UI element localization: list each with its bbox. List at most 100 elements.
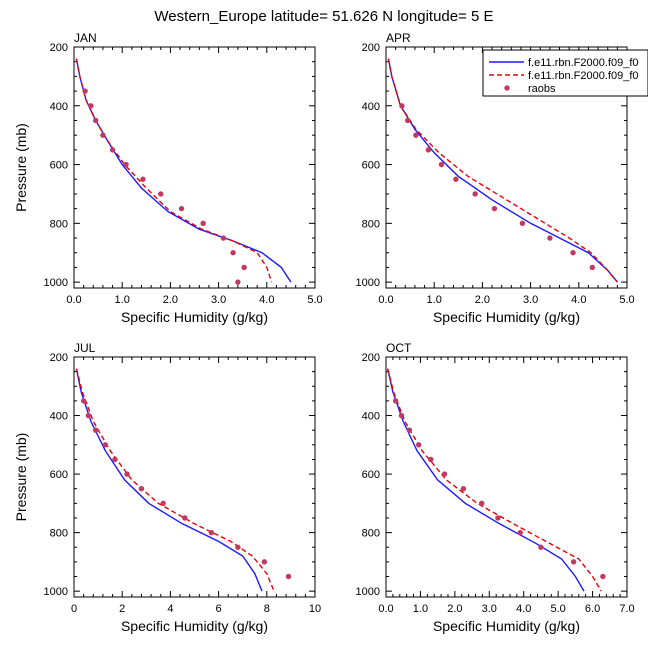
y-tick-label: 1000	[44, 277, 68, 289]
raobs-point	[472, 191, 478, 197]
raobs-point	[570, 250, 576, 256]
raobs-point	[589, 264, 595, 271]
raobs-point	[124, 471, 130, 477]
raobs-point	[235, 544, 241, 550]
y-tick-label: 400	[362, 101, 380, 113]
model-solid-line	[75, 58, 292, 283]
raobs-point	[425, 147, 432, 153]
panel-apr: APR 0.0 1.0 2.0 3.0 4.0 5.0 200 400 600 800 1000 Spe…	[356, 31, 635, 325]
y-tick-label: 400	[50, 411, 68, 423]
raobs-point	[182, 515, 188, 521]
x-tick-label: 5.0	[619, 294, 634, 306]
raobs-point	[399, 103, 405, 109]
raobs-point	[547, 235, 553, 241]
raobs-point	[479, 500, 485, 507]
raobs-point	[140, 176, 146, 182]
y-tick-label: 1000	[44, 586, 68, 598]
x-axis-label: Specific Humidity (g/kg)	[121, 618, 268, 634]
y-tick-label: 1000	[356, 586, 380, 598]
model-dashed-line	[387, 368, 602, 592]
x-tick-label: 10	[309, 603, 321, 615]
x-axis-label: Specific Humidity (g/kg)	[121, 309, 268, 325]
raobs-point	[241, 264, 247, 271]
raobs-point	[519, 220, 526, 227]
y-tick-label: 400	[50, 101, 68, 113]
raobs-point	[160, 500, 166, 507]
plot-frame	[385, 46, 628, 289]
raobs-point	[100, 132, 106, 138]
model-solid-line	[75, 368, 263, 592]
model-dashed-line	[75, 368, 275, 592]
panel-label: JAN	[74, 31, 97, 45]
x-tick-label: 4.0	[259, 294, 274, 306]
legend-label: raobs	[528, 83, 556, 95]
x-tick-label: 3.0	[211, 294, 226, 306]
x-tick-label: 1.0	[115, 294, 130, 306]
raobs-point	[200, 220, 206, 227]
x-tick-label: 2.0	[447, 603, 462, 615]
x-tick-label: 6.0	[585, 603, 600, 615]
x-tick-label: 3.0	[482, 603, 497, 615]
plot-frame	[73, 356, 316, 598]
x-tick-label: 2	[119, 603, 125, 615]
y-tick-label: 200	[362, 42, 380, 54]
raobs-point	[158, 191, 164, 197]
raobs-point	[460, 486, 467, 492]
raobs-point	[495, 515, 501, 521]
panel-label: APR	[386, 31, 411, 45]
x-tick-label: 0.0	[378, 603, 393, 615]
legend-box	[482, 49, 648, 97]
x-tick-label: 0	[71, 603, 77, 615]
raobs-point	[112, 456, 118, 463]
figure-title: Western_Europe latitude= 51.626 N longit…	[154, 8, 493, 25]
y-tick-label: 200	[50, 352, 68, 364]
raobs-point	[517, 529, 523, 536]
x-tick-label: 1.0	[413, 603, 428, 615]
y-tick-label: 800	[50, 528, 68, 540]
legend: f.e11.rbn.F2000.f09_f0f.e11.rbn.F2000.f0…	[482, 49, 648, 97]
y-tick-label: 200	[362, 352, 380, 364]
raobs-point	[398, 412, 405, 419]
y-tick-label: 400	[362, 411, 380, 423]
x-tick-label: 0.0	[378, 294, 393, 306]
raobs-point	[261, 559, 268, 565]
plot-frame	[385, 356, 628, 598]
panel-label: OCT	[386, 341, 412, 355]
model-solid-line	[387, 368, 585, 592]
raobs-point	[230, 250, 236, 256]
x-tick-label: 3.0	[523, 294, 538, 306]
raobs-point	[285, 573, 292, 580]
legend-label: f.e11.rbn.F2000.f09_f0	[528, 70, 639, 82]
y-tick-label: 800	[50, 218, 68, 230]
raobs-point	[92, 117, 99, 124]
raobs-point	[406, 427, 413, 433]
raobs-point	[138, 486, 145, 492]
raobs-point	[453, 176, 459, 182]
x-tick-label: 4.0	[516, 603, 531, 615]
y-tick-label: 800	[362, 528, 380, 540]
x-tick-label: 5.0	[307, 294, 322, 306]
raobs-point	[428, 456, 434, 463]
x-tick-label: 2.0	[163, 294, 178, 306]
raobs-point	[85, 412, 92, 419]
raobs-point	[178, 205, 185, 212]
y-tick-label: 600	[50, 160, 68, 172]
legend-marker	[504, 85, 510, 91]
raobs-point	[491, 205, 498, 212]
raobs-point	[220, 235, 227, 241]
model-dashed-line	[75, 58, 273, 283]
raobs-point	[102, 442, 109, 448]
raobs-point	[416, 442, 422, 448]
raobs-point	[570, 559, 577, 565]
raobs-point	[438, 161, 445, 168]
x-tick-label: 2.0	[475, 294, 490, 306]
legend-label: f.e11.rbn.F2000.f09_f0	[528, 57, 639, 69]
raobs-point	[208, 529, 215, 536]
raobs-point	[413, 132, 419, 138]
x-axis-label: Specific Humidity (g/kg)	[433, 618, 580, 634]
raobs-point	[123, 161, 129, 168]
y-tick-label: 600	[362, 469, 380, 481]
y-axis-label: Pressure (mb)	[13, 433, 29, 522]
x-tick-label: 7.0	[619, 603, 634, 615]
